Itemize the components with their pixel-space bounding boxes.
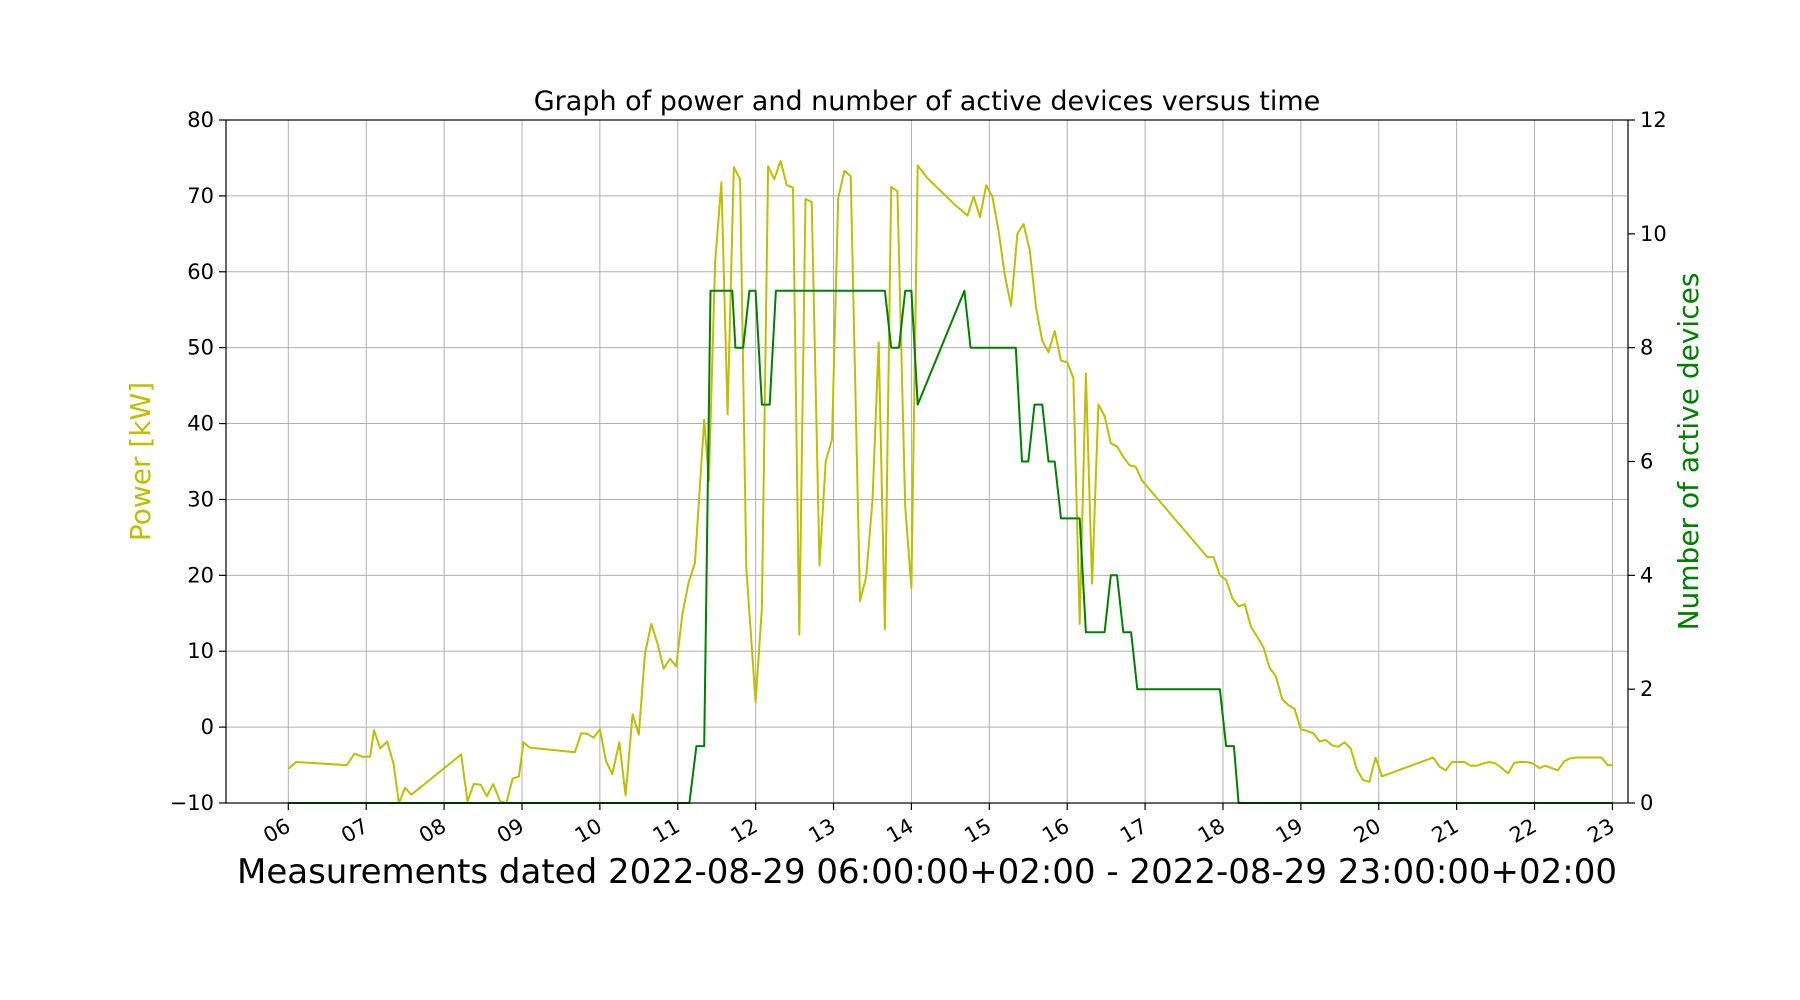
x-tick-label: 13 [804,814,839,848]
x-tick-label: 21 [1428,814,1463,848]
x-tick-label: 23 [1583,814,1618,848]
y-left-tick-label: 0 [201,715,214,739]
grid-lines [226,119,1628,804]
x-tick-label: 06 [259,814,294,848]
y-left-tick-label: 70 [187,184,214,208]
x-tick-label: 17 [1116,814,1151,848]
x-tick-label: 12 [727,814,762,848]
y-right-tick-label: 6 [1640,450,1653,474]
y-left-tick-label: 20 [187,563,214,587]
x-tick-label: 14 [882,814,917,848]
y-right-tick-label: 0 [1640,791,1653,815]
x-tick-label: 15 [960,814,995,848]
x-tick-label: 11 [649,814,684,848]
x-tick-label: 16 [1038,814,1073,848]
power-series-line [287,160,1613,804]
x-tick-label: 18 [1194,814,1229,848]
y-left-tick-label: 10 [187,639,214,663]
x-tick-label: 08 [415,814,450,848]
x-tick-label: 20 [1350,814,1385,848]
x-tick-label: 22 [1505,814,1540,848]
y-left-tick-label: 30 [187,487,214,511]
x-tick-label: 10 [571,814,606,848]
y-left-tick-label: −10 [170,791,214,815]
y-left-tick-label: 40 [187,412,214,436]
y-left-tick-label: 50 [187,336,214,360]
active-devices-series-line [288,289,1613,804]
axis-ticks: 06 07 08 09 10 11 12 13 14 15 16 17 18 19 20 21 22 23−100… [170,108,1667,848]
x-tick-label: 09 [493,814,528,848]
chart-title: Graph of power and number of active devi… [534,86,1321,117]
y-right-tick-label: 4 [1640,563,1653,587]
x-tick-label: 07 [337,814,372,848]
x-axis-label: Measurements dated 2022-08-29 06:00:00+0… [237,852,1617,892]
series-lines [287,160,1613,804]
y-right-tick-label: 8 [1640,336,1653,360]
y-left-tick-label: 80 [187,108,214,132]
y-right-tick-label: 12 [1640,108,1667,132]
y-axis-left-label: Power [kW] [124,382,157,541]
plot-area-frame [225,119,1629,804]
y-left-tick-label: 60 [187,260,214,284]
x-tick-label: 19 [1272,814,1307,848]
y-right-tick-label: 2 [1640,677,1653,701]
y-axis-right-label: Number of active devices [1672,273,1705,631]
y-right-tick-label: 10 [1640,222,1667,246]
